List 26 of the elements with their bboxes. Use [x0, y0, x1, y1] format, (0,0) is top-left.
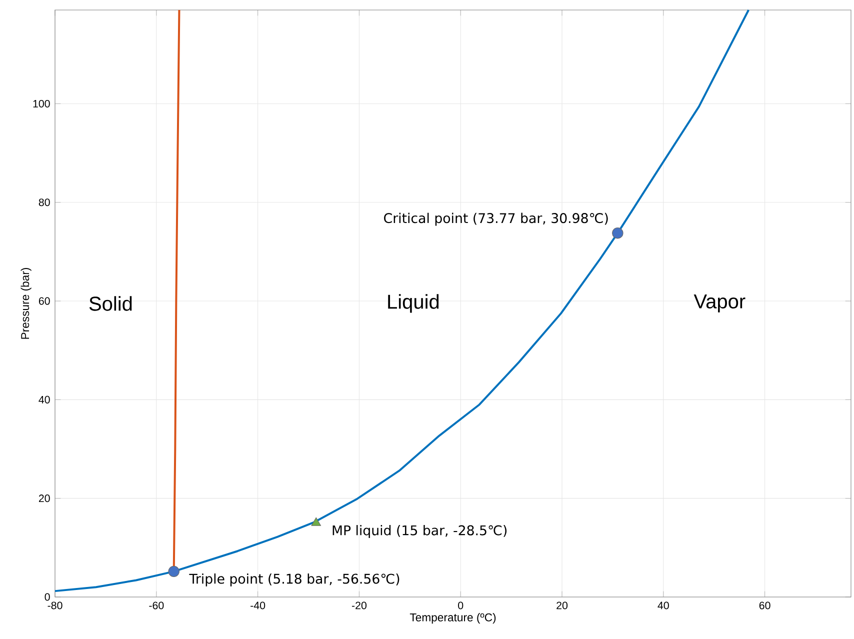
y-tick-label: 100 — [33, 100, 50, 108]
annotation: MP liquid (15 bar, -28.5℃) — [332, 525, 507, 538]
x-tick-label: 20 — [556, 602, 568, 610]
y-tick-label: 20 — [38, 494, 50, 502]
annotation: Solid — [89, 296, 132, 311]
x-tick-label: 40 — [658, 602, 669, 610]
x-tick-label: -80 — [48, 602, 62, 610]
x-tick-label: 60 — [759, 602, 770, 610]
x-tick-label: 0 — [458, 602, 464, 610]
x-tick-label: -40 — [250, 602, 266, 610]
x-tick-label: -60 — [149, 602, 164, 610]
x-tick-label: -20 — [352, 602, 366, 610]
x-axis-title: Temperature (ºC) — [410, 613, 496, 624]
annotation: Liquid — [388, 294, 439, 313]
point — [612, 227, 624, 239]
point — [168, 566, 180, 578]
y-tick-label: 0 — [44, 593, 50, 601]
y-tick-label: 40 — [38, 396, 50, 404]
point — [311, 517, 321, 526]
y-tick-label: 80 — [38, 198, 50, 206]
annotation: Vapor — [694, 294, 746, 312]
y-axis-title: Pressure (bar) — [20, 268, 32, 339]
line-series — [54, 8, 750, 592]
y-tick-label: 60 — [38, 297, 50, 305]
annotation: Triple point (5.18 bar, -56.56℃) — [189, 573, 400, 586]
annotation: Critical point (73.77 bar, 30.98℃) — [384, 212, 608, 226]
